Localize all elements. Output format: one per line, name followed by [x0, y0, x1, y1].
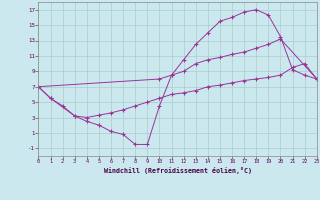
X-axis label: Windchill (Refroidissement éolien,°C): Windchill (Refroidissement éolien,°C)	[104, 167, 252, 174]
